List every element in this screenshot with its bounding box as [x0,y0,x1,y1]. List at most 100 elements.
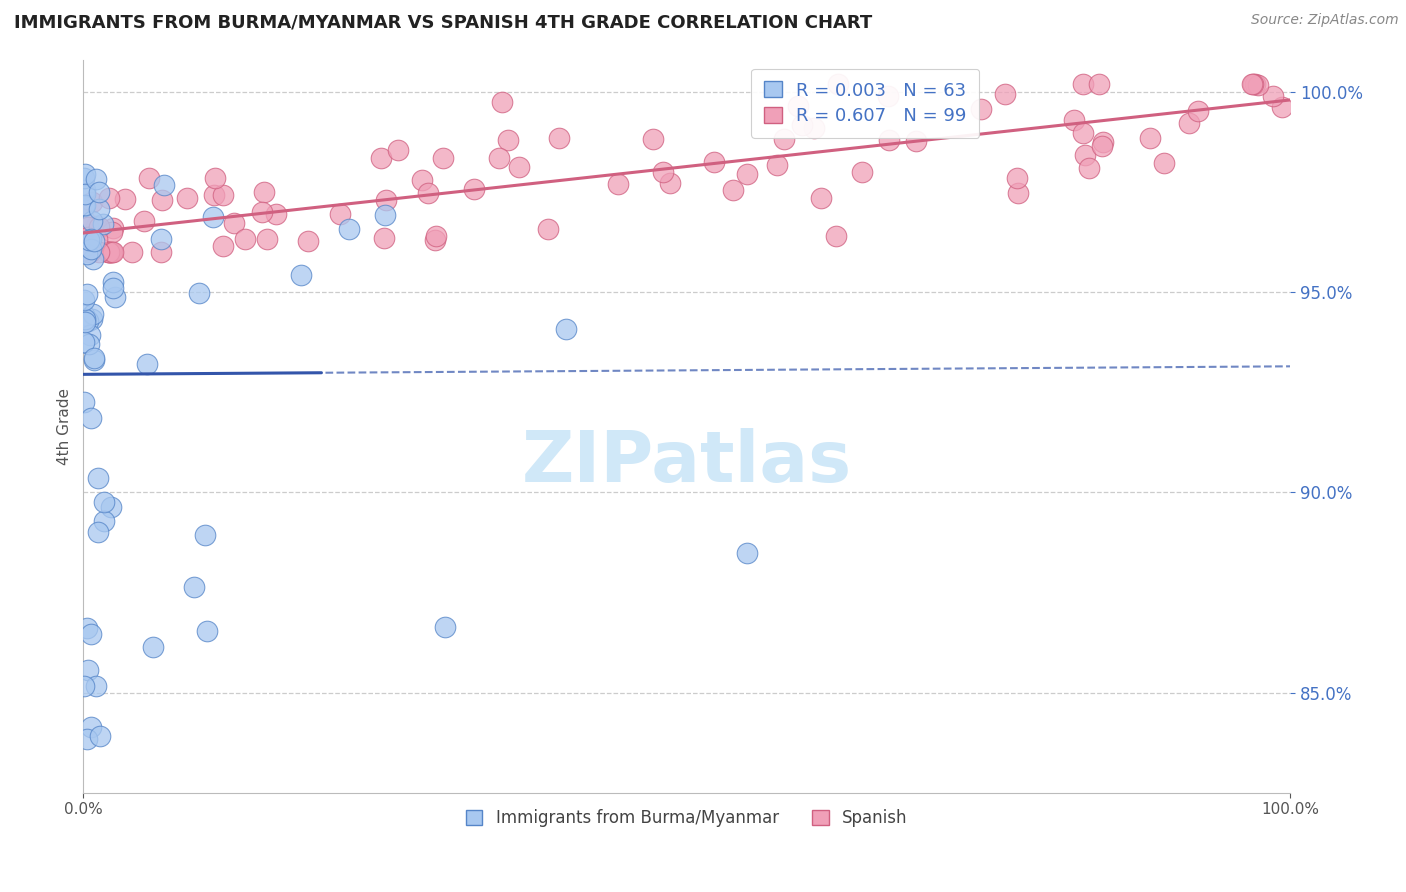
Point [86,232,108,246]
Point [1078,161,1101,175]
Point [1241,77,1264,91]
Point [970,103,993,117]
Point [337,222,360,236]
Point [183,580,205,594]
Point [101,221,124,235]
Point [89,729,111,743]
Point [82,307,104,321]
Point [87,244,110,259]
Point [80,311,103,326]
Point [73,197,96,211]
Point [1247,78,1270,92]
Point [994,87,1017,101]
Point [222,216,245,230]
Point [537,222,560,236]
Point [75,238,97,252]
Point [194,528,217,542]
Point [73,171,96,186]
Point [73,679,96,693]
Point [98,244,121,259]
Point [810,191,832,205]
Point [83,234,105,248]
Point [93,494,115,508]
Point [825,229,848,244]
Point [150,244,173,259]
Point [266,207,288,221]
Point [250,204,273,219]
Point [103,290,125,304]
Point [792,118,814,132]
Point [212,187,235,202]
Point [87,202,110,216]
Point [1005,171,1028,186]
Point [202,211,225,225]
Text: Source: ZipAtlas.com: Source: ZipAtlas.com [1251,13,1399,28]
Point [73,395,96,409]
Point [803,121,825,136]
Point [101,244,124,259]
Point [100,244,122,259]
Point [77,233,100,247]
Point [434,619,457,633]
Point [1063,113,1085,128]
Point [114,192,136,206]
Point [1071,77,1094,91]
Point [641,132,664,146]
Point [121,244,143,259]
Point [84,679,107,693]
Point [79,720,101,734]
Point [75,167,97,181]
Point [89,186,111,200]
Point [73,199,96,213]
Point [418,186,440,201]
Point [73,293,96,308]
Point [374,209,396,223]
Point [79,241,101,255]
Point [652,165,675,179]
Point [91,217,114,231]
Point [100,244,122,259]
Point [233,232,256,246]
Point [723,183,745,197]
Point [1263,88,1285,103]
Point [290,268,312,283]
Point [491,95,513,110]
Point [195,624,218,639]
Point [97,192,120,206]
Point [73,308,96,322]
Point [555,322,578,336]
Point [374,194,396,208]
Point [132,214,155,228]
Point [93,514,115,528]
Text: IMMIGRANTS FROM BURMA/MYANMAR VS SPANISH 4TH GRADE CORRELATION CHART: IMMIGRANTS FROM BURMA/MYANMAR VS SPANISH… [14,13,872,31]
Point [80,410,103,425]
Point [73,315,96,329]
Point [136,357,159,371]
Point [76,287,98,301]
Point [1139,131,1161,145]
Point [142,640,165,654]
Point [76,732,98,747]
Point [149,232,172,246]
Point [86,219,108,233]
Point [425,228,447,243]
Point [1241,77,1264,91]
Point [80,214,103,228]
Point [80,243,103,257]
Point [1088,77,1111,91]
Point [851,165,873,179]
Point [496,132,519,146]
Point [79,328,101,343]
Point [84,172,107,186]
Point [77,663,100,677]
Point [75,243,97,257]
Point [1271,100,1294,114]
Point [73,187,96,202]
Point [606,177,628,191]
Point [877,133,900,147]
Point [786,99,808,113]
Point [73,335,96,350]
Point [77,229,100,244]
Point [1244,77,1267,91]
Point [80,194,103,209]
